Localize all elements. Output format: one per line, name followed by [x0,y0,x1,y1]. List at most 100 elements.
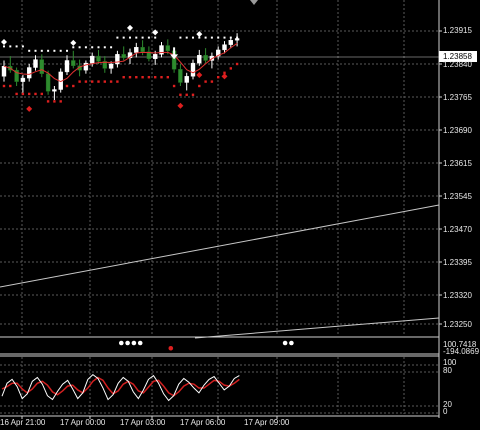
candle-body [1,65,7,77]
candle-body [39,59,44,74]
candle-body [165,45,171,52]
resistance-dot [147,36,150,39]
oscillator-level-label: 0 [443,407,448,416]
candle-body [64,60,70,73]
candle-body [197,55,202,64]
resistance-dot [34,49,37,52]
candle-body [102,61,108,69]
resistance-dot [9,45,12,48]
support-dot [154,76,157,79]
resistance-dot [59,49,62,52]
candle-body [108,63,114,69]
support-dot [141,76,144,79]
candle-body [159,45,164,55]
support-dot [34,92,37,96]
support-dot [59,100,62,103]
price-axis-label: 1.23765 [443,93,472,102]
resistance-dot [129,36,131,39]
candle-body [222,44,227,51]
resistance-dot [122,36,125,39]
resistance-dot [185,36,188,39]
time-axis-label: 17 Apr 09:00 [244,418,290,427]
support-dot [235,62,239,66]
resistance-dot [110,46,113,49]
candle-body [203,55,208,61]
support-dot [160,76,163,79]
support-dot [15,92,18,96]
support-dot [135,76,138,79]
candle-body [190,62,196,77]
support-dot [40,92,43,96]
support-dot [166,76,169,79]
resistance-dot [97,46,100,49]
support-dot [46,100,50,103]
candle-body [234,38,240,41]
resistance-dot [103,46,106,49]
red-diamond-marker [177,102,184,109]
support-dot [78,80,81,83]
price-axis-label: 1.23470 [443,225,472,234]
candle-body [96,55,101,62]
resistance-dot [217,36,220,39]
resistance-dot [40,49,43,52]
support-dot [116,80,119,83]
resistance-dot [21,45,24,48]
support-dot [122,76,125,79]
support-dot [91,80,94,83]
support-dot [179,93,182,96]
oscillator-main-line [1,373,240,402]
candle-body [228,40,234,45]
time-axis-label: 17 Apr 00:00 [60,418,106,427]
resistance-dot [198,36,201,39]
candle-body [215,49,221,57]
candle-body [115,54,120,65]
resistance-dot [204,36,207,39]
support-dot [28,92,31,96]
support-dot [223,71,226,74]
oscillator-level-label: 80 [443,366,452,375]
support-dot [65,84,69,88]
candle-body [152,54,158,59]
support-dot [84,80,88,83]
white-diamond-marker [127,24,133,31]
candle-body [33,59,38,68]
red-diamond-marker [26,105,33,112]
resistance-dot [141,36,144,39]
white-diamond-marker [70,39,77,46]
resistance-dot [84,46,87,49]
white-diamond-marker [1,39,7,45]
candle-body [71,60,76,66]
resistance-dot [223,36,226,39]
support-dot [198,84,201,88]
support-dot [9,84,12,88]
candle-body [52,89,57,92]
indicator-panel-max-label: 100.7418 [443,340,477,349]
resistance-dot [78,46,81,49]
candle-body [146,51,152,59]
price-axis-label: 1.23395 [443,258,472,267]
price-axis-label: 1.23320 [443,291,472,300]
oscillator-level-label: 100 [443,358,457,367]
price-axis-label: 1.23615 [443,159,472,168]
support-dot [103,80,106,83]
support-dot [229,67,232,70]
support-dot [21,92,25,96]
white-diamond-marker [196,31,203,38]
resistance-dot [47,49,50,52]
chart-shift-triangle-icon [250,0,258,5]
down-arrow-icon [170,47,179,60]
candle-body [140,47,145,52]
support-dot [147,76,151,79]
resistance-dot [154,36,157,39]
resistance-dot [116,36,119,39]
resistance-dot [28,49,31,52]
indicator-dot-white [137,340,143,346]
candle-body [127,52,133,59]
resistance-dot [15,45,18,48]
support-dot [185,93,188,96]
candle-body [89,55,95,64]
resistance-dot [3,45,5,48]
resistance-dot [53,49,56,52]
